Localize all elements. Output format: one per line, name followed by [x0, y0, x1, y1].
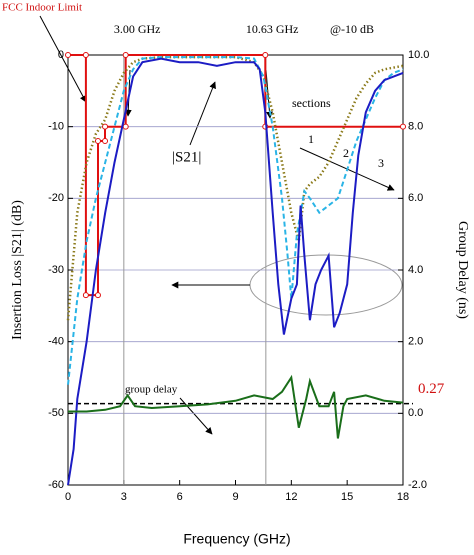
x-tick-label: 9: [232, 491, 238, 503]
reference-label: 0.27: [418, 381, 445, 397]
series-label: 2: [343, 146, 349, 160]
vertex-marker: [102, 123, 109, 130]
y2-tick-label: -2.0: [408, 479, 427, 491]
y-tick-label: -30: [48, 264, 64, 276]
y2-tick-label: 4.0: [408, 264, 423, 276]
annotation: sections: [292, 96, 331, 110]
y2-tick-label: 6.0: [408, 192, 423, 204]
vertex-marker: [400, 123, 406, 130]
y2-tick-label: 10.0: [408, 49, 429, 61]
series-line: [66, 55, 404, 321]
x-axis-label: Frequency (GHz): [183, 531, 290, 547]
series-label: 3: [378, 156, 384, 170]
vertex-marker: [94, 138, 101, 144]
vertex-marker: [122, 123, 129, 130]
x-tick-label: 18: [397, 491, 409, 503]
annotation: @-10 dB: [330, 22, 374, 36]
annotation: |S21|: [172, 149, 201, 165]
marker-label: 3.00 GHz: [114, 22, 161, 36]
y-tick-label: -60: [48, 479, 64, 491]
vertex-marker: [122, 52, 129, 58]
y2-tick-label: 2.0: [408, 336, 423, 348]
vertex-marker: [94, 292, 101, 299]
fcc-label: FCC Indoor Limit: [2, 2, 82, 14]
y-axis-label: Insertion Loss |S21| (dB): [10, 200, 25, 340]
x-tick-label: 12: [285, 491, 297, 503]
vertex-marker: [102, 138, 109, 144]
arrow: [189, 81, 216, 146]
vertex-marker: [82, 52, 89, 58]
x-tick-label: 15: [341, 491, 353, 503]
series-line: [68, 54, 403, 297]
y-tick-label: -20: [48, 192, 64, 204]
series-line: [67, 57, 404, 486]
y2-axis-label: Group Delay (ns): [455, 221, 470, 319]
arrow: [39, 15, 87, 103]
x-tick-label: 3: [121, 491, 127, 503]
y-tick-label: 0: [58, 49, 64, 61]
arrow: [179, 397, 213, 435]
y-tick-label: -10: [48, 121, 64, 133]
marker-label: 10.63 GHz: [246, 22, 299, 36]
y-tick-label: -50: [48, 407, 64, 419]
y-tick-label: -40: [48, 336, 64, 348]
ellipse: [249, 254, 403, 316]
vertex-marker: [65, 52, 71, 58]
series-line: [68, 374, 404, 439]
y2-tick-label: 0.0: [408, 407, 423, 419]
y2-tick-label: 8.0: [408, 121, 423, 133]
series-label: 1: [308, 132, 314, 146]
series-line: [67, 56, 404, 385]
x-tick-label: 6: [177, 491, 183, 503]
x-tick-label: 0: [65, 491, 71, 503]
vertex-marker: [262, 52, 269, 58]
series-label: group delay: [125, 384, 178, 396]
vertex-marker: [82, 292, 89, 299]
